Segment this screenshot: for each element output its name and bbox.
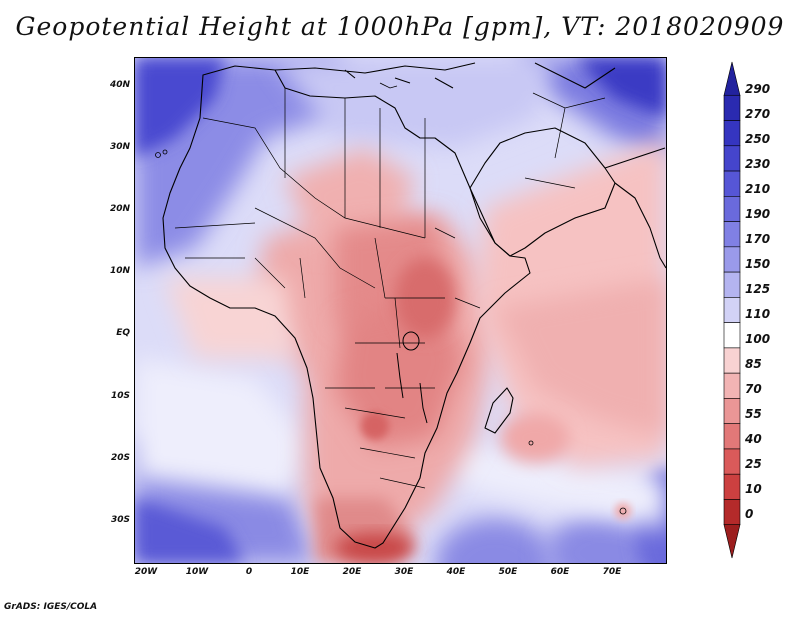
colorbar-swatch: [723, 120, 741, 147]
colorbar-swatch: [723, 423, 741, 450]
lake-victoria: [402, 331, 420, 351]
lake-malawi: [419, 382, 428, 424]
colorbar-label-125: 125: [745, 282, 771, 296]
colorbar-swatch: [723, 145, 741, 172]
colorbar-label-85: 85: [745, 357, 762, 371]
colorbar-label-150: 150: [745, 257, 771, 271]
colorbar-swatch: [723, 473, 741, 500]
great-lakes: [396, 331, 428, 424]
coastline: [162, 62, 666, 549]
colorbar-label-230: 230: [745, 157, 771, 171]
grads-credit: GrADS: IGES/COLA: [4, 602, 98, 612]
lon-label-30e: 30E: [394, 567, 414, 577]
colorbar-label-250: 250: [745, 132, 771, 146]
caspian-coast: [534, 62, 616, 89]
country-borders: [174, 88, 606, 489]
colorbar-swatch: [723, 322, 741, 349]
map-title: Geopotential Height at 1000hPa [gpm], VT…: [15, 12, 785, 41]
colorbar-label-0: 0: [745, 507, 754, 521]
colorbar-swatch: [723, 398, 741, 424]
colorbar-label-10: 10: [745, 482, 762, 496]
lon-label-0: 0: [245, 567, 253, 577]
africa-coast: [162, 65, 531, 549]
colorbar-swatch: [723, 271, 741, 298]
map-panel: [134, 57, 667, 564]
lat-label-40n: 40N: [109, 80, 130, 90]
lon-label-10e: 10E: [290, 567, 310, 577]
colorbar-swatch: [723, 499, 741, 526]
low-height-region: [165, 138, 666, 563]
lat-label-10s: 10S: [110, 391, 130, 401]
colorbar-label-170: 170: [745, 232, 771, 246]
colorbar-label-290: 290: [745, 82, 771, 96]
colorbar-swatch: [723, 94, 741, 121]
colorbar-swatch: [723, 221, 741, 248]
lon-label-20e: 20E: [342, 567, 362, 577]
colorbar-label-270: 270: [745, 107, 771, 121]
lon-label-70e: 70E: [602, 567, 622, 577]
colorbar-label-55: 55: [745, 407, 762, 421]
madagascar-coast: [484, 387, 514, 434]
colorbar-label-190: 190: [745, 207, 771, 221]
colorbar-swatch: [723, 524, 741, 559]
lon-label-20w: 20W: [134, 567, 158, 577]
colorbar-label-25: 25: [745, 457, 762, 471]
colorbar-swatch: [723, 170, 741, 197]
lat-label-10n: 10N: [109, 266, 130, 276]
colorbar-label-210: 210: [745, 182, 771, 196]
mediterranean-coast: [274, 62, 476, 89]
colorbar-swatch: [723, 196, 741, 222]
colorbar-label-70: 70: [745, 382, 762, 396]
lon-label-50e: 50E: [498, 567, 518, 577]
colorbar-swatch: [723, 347, 741, 374]
colorbar-swatch: [723, 297, 741, 323]
colorbar-label-100: 100: [745, 332, 771, 346]
lat-label-30s: 30S: [110, 515, 130, 525]
lon-label-60e: 60E: [550, 567, 570, 577]
colorbar-swatch: [723, 448, 741, 475]
lake-tanganyika: [396, 352, 404, 399]
colorbar-swatch: [723, 372, 741, 399]
iran-india-coast: [604, 147, 666, 269]
lon-label-10w: 10W: [185, 567, 209, 577]
geopotential-height-map: [135, 58, 666, 563]
lon-label-40e: 40E: [446, 567, 466, 577]
colorbar-swatch: [723, 246, 741, 273]
lat-label-20n: 20N: [109, 204, 130, 214]
colorbar-swatch: [723, 61, 741, 96]
lat-label-30n: 30N: [109, 142, 130, 152]
colorbar-label-40: 40: [745, 432, 762, 446]
islands: [155, 82, 627, 515]
lat-label-eq: EQ: [116, 328, 130, 338]
lat-label-20s: 20S: [110, 453, 130, 463]
colorbar-label-110: 110: [745, 307, 771, 321]
colorbar: [723, 61, 741, 559]
